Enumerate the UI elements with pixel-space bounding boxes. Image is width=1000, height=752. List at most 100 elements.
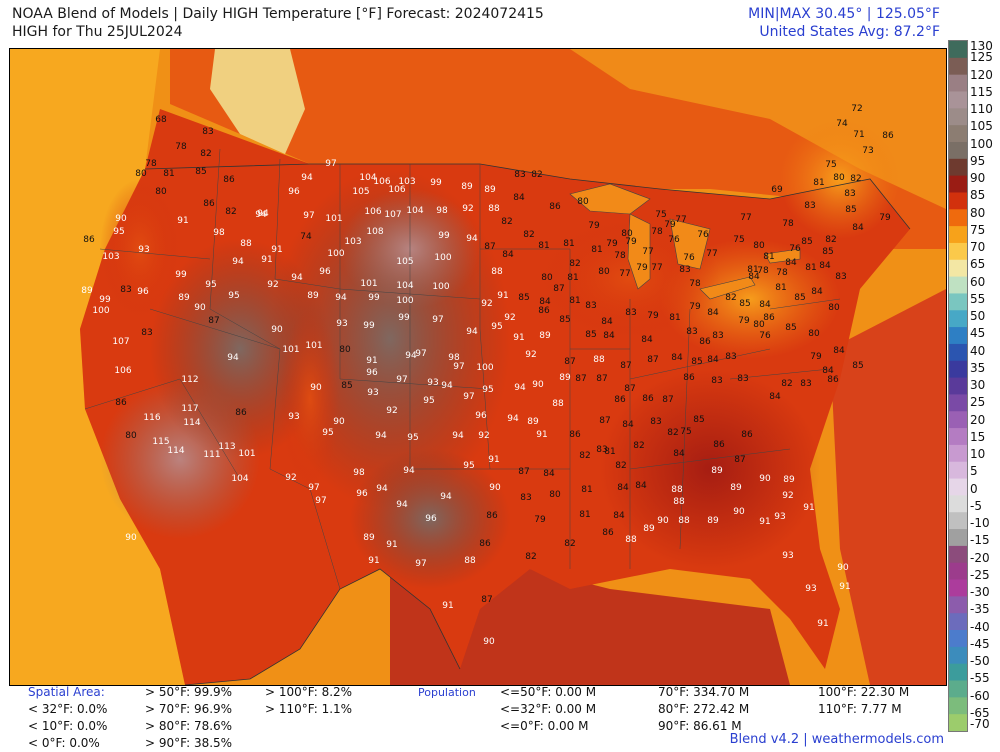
city-temperature: 114: [167, 446, 184, 456]
city-temperature: 94: [441, 381, 453, 391]
city-temperature: 112: [181, 375, 198, 385]
city-temperature: 98: [213, 228, 225, 238]
credit-label[interactable]: Blend v4.2 | weathermodels.com: [729, 732, 944, 747]
city-temperature: 90: [532, 380, 544, 390]
city-temperature: 83: [585, 301, 596, 311]
city-temperature: 89: [783, 475, 795, 485]
temperature-map[interactable]: 68 83 78 82 78 80 81 85 86 80 86 82 94 96 94 97 104 106 10…: [9, 48, 947, 686]
city-temperature: 82: [525, 552, 536, 562]
city-temperature: 91: [366, 356, 377, 366]
population-col-1: <=50°F: 0.00 M <=32°F: 0.00 M <=0°F: 0.0…: [500, 684, 596, 735]
city-temperature: 81: [591, 245, 602, 255]
colorbar-swatch: [949, 428, 967, 446]
city-temperature: 87: [620, 361, 631, 371]
city-temperature: 107: [112, 337, 129, 347]
spatial-stat: > 100°F: 8.2%: [265, 685, 353, 699]
colorbar-swatch: [949, 175, 967, 193]
city-temperature: 88: [464, 556, 476, 566]
city-temperature: 87: [481, 595, 492, 605]
city-temperature: 77: [619, 269, 630, 279]
colorbar: [948, 40, 968, 732]
title-line-1: NOAA Blend of Models | Daily HIGH Temper…: [12, 6, 544, 22]
colorbar-swatch: [949, 377, 967, 395]
colorbar-swatch: [949, 562, 967, 581]
colorbar-tick: 100: [970, 136, 993, 151]
city-temperature: 97: [415, 559, 426, 569]
city-temperature: 84: [833, 346, 845, 356]
city-temperature: 72: [851, 104, 862, 114]
city-temperature: 88: [678, 516, 690, 526]
city-temperature: 79: [588, 221, 600, 231]
city-temperature: 115: [152, 437, 169, 447]
city-temperature: 84: [603, 331, 615, 341]
city-temperature: 96: [475, 411, 487, 421]
city-temperature: 101: [305, 341, 322, 351]
city-temperature: 83: [120, 285, 131, 295]
city-temperature: 79: [810, 352, 822, 362]
city-temperature: 92: [285, 473, 296, 483]
city-temperature: 93: [336, 319, 347, 329]
city-temperature: 90: [194, 303, 206, 313]
city-temperature: 88: [593, 355, 605, 365]
spatial-stat: > 70°F: 96.9%: [145, 702, 233, 716]
city-temperature: 80: [833, 173, 845, 183]
city-temperature: 79: [625, 237, 637, 247]
population-stat: 100°F: 22.30 M: [818, 685, 910, 699]
city-temperature: 81: [669, 313, 680, 323]
city-temperature: 99: [368, 293, 380, 303]
city-temperature: 79: [647, 311, 659, 321]
city-temperature: 93: [367, 388, 378, 398]
city-temperature: 94: [514, 383, 526, 393]
city-temperature: 87: [734, 455, 745, 465]
city-temperature: 101: [325, 214, 342, 224]
min-max-label: MIN|MAX 30.45° | 125.05°F: [748, 6, 940, 22]
city-temperature: 85: [785, 323, 796, 333]
colorbar-tick: 105: [970, 119, 993, 134]
colorbar-swatch: [949, 293, 967, 311]
city-temperature: 97: [396, 375, 407, 385]
city-temperature: 74: [836, 119, 848, 129]
city-temperature: 80: [155, 187, 167, 197]
colorbar-tick: -20: [970, 550, 990, 565]
statistics-footer: Spatial Area: < 32°F: 0.0% < 10°F: 0.0% …: [0, 684, 948, 750]
colorbar-swatch: [949, 680, 967, 698]
city-temperature: 100: [92, 306, 109, 316]
city-temperature: 89: [307, 291, 319, 301]
colorbar-tick: 25: [970, 395, 986, 410]
city-temperature: 84: [707, 355, 719, 365]
lake-michigan: [627, 213, 651, 290]
city-temperature: 83: [520, 493, 531, 503]
colorbar-tick: 15: [970, 429, 986, 444]
spatial-col-2: > 50°F: 99.9% > 70°F: 96.9% > 80°F: 78.6…: [145, 684, 232, 752]
city-temperature: 85: [794, 293, 805, 303]
colorbar-swatch: [949, 646, 967, 665]
city-temperature: 86: [882, 131, 894, 141]
city-temperature: 100: [476, 363, 493, 373]
spatial-stat: > 50°F: 99.9%: [145, 685, 233, 699]
colorbar-swatch: [949, 125, 967, 143]
population-stat: 80°F: 272.42 M: [658, 702, 750, 716]
colorbar-tick: 115: [970, 84, 993, 99]
city-temperature: 96: [356, 489, 368, 499]
city-temperature: 86: [683, 373, 695, 383]
colorbar-tick: 50: [970, 309, 986, 323]
colorbar-tick: 75: [970, 222, 986, 237]
city-temperature: 85: [559, 315, 570, 325]
city-temperature: 79: [689, 302, 701, 312]
colorbar-tick: 40: [970, 343, 986, 358]
city-temperature: 82: [579, 451, 590, 461]
city-temperature: 90: [489, 483, 501, 493]
city-temperature: 94: [255, 210, 267, 220]
city-temperature: 117: [181, 404, 198, 414]
city-temperature: 87: [564, 357, 575, 367]
city-temperature: 81: [747, 265, 758, 275]
city-temperature: 89: [81, 286, 93, 296]
colorbar-swatch: [949, 613, 967, 631]
city-temperature: 93: [782, 551, 793, 561]
population-col-2: 70°F: 334.70 M 80°F: 272.42 M 90°F: 86.6…: [658, 684, 749, 735]
city-temperature: 84: [819, 261, 831, 271]
colorbar-swatch: [949, 529, 967, 547]
city-temperature: 90: [271, 325, 283, 335]
colorbar-tick-labels: 130 125 120 115 110 105 100 95 90 85 80 75 70 65 60 55 5…: [970, 39, 1000, 731]
city-temperature: 84: [617, 483, 629, 493]
